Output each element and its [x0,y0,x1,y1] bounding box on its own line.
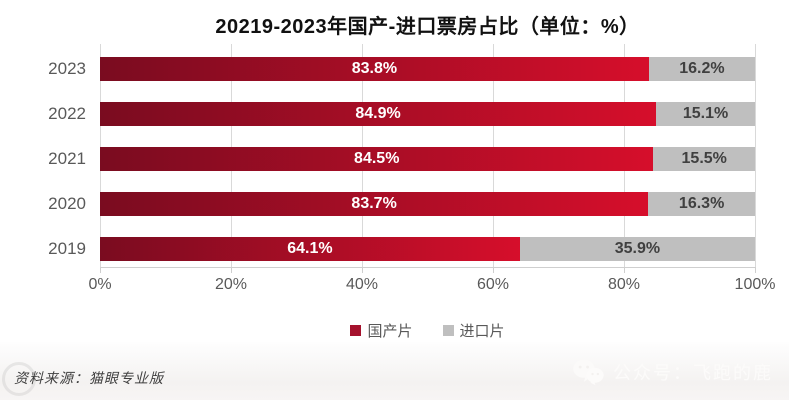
bar-row-2023: 2023 83.8% 16.2% [48,57,755,81]
legend: 国产片 进口片 [100,320,755,341]
bar-segment-import-2020: 16.3% [648,192,755,216]
x-tick-label-20: 20% [214,276,248,293]
bar-segment-import-2019: 35.9% [519,237,755,261]
value-label-domestic-2023: 83.8% [351,60,398,77]
bar-segment-domestic-2019: 64.1% [100,237,520,261]
bar-row-2020: 2020 83.7% 16.3% [48,192,755,216]
legend-item-国产片: 国产片 [350,320,413,341]
legend-swatch [350,325,362,336]
value-label-import-2023: 16.2% [679,60,725,77]
value-label-domestic-2019: 64.1% [287,240,333,257]
value-label-domestic-2021: 84.5% [354,150,400,167]
legend-label: 进口片 [459,323,505,340]
x-axis: 0% 20% 40% 60% 80% 100% [88,276,775,298]
bar-segment-import-2023: 16.2% [648,57,755,81]
footer-strip: 资料来源：猫眼专业版 公众号： [0,342,789,400]
bar-segment-domestic-2021: 84.5% [100,147,654,171]
value-label-domestic-2022: 84.9% [355,105,401,122]
watermark-text: 公众号：飞跑的鹿 [613,363,773,383]
bar-row-2019: 2019 64.1% 35.9% [48,237,755,261]
source-note: 资料来源：猫眼专业版 [14,372,164,387]
tick-mark-40 [362,267,363,273]
tick-mark-20 [231,267,232,273]
x-tick-label-100: 100% [734,276,776,293]
wechat-icon [573,359,604,386]
y-axis-label-2020: 2020 [48,194,86,213]
x-tick-label-60: 60% [476,276,510,293]
corner-logo-watermark [2,362,36,396]
legend-label: 国产片 [367,323,413,340]
bar-segment-domestic-2020: 83.7% [100,192,649,216]
value-label-domestic-2020: 83.7% [351,195,397,212]
bar-row-2021: 2021 84.5% 15.5% [48,147,755,171]
x-tick-label-0: 0% [88,276,112,293]
bar-segment-import-2022: 15.1% [656,102,755,126]
legend-swatch [442,325,454,336]
x-tick-label-40: 40% [345,276,379,293]
value-label-import-2021: 15.5% [681,150,727,167]
tick-mark-80 [624,267,625,273]
bar-segment-import-2021: 15.5% [653,147,755,171]
tick-mark-60 [493,267,494,273]
x-tick-label-80: 80% [607,276,641,293]
legend-item-进口片: 进口片 [442,320,505,341]
chart-title: 20219-2023年国产-进口票房占比（单位：%） [215,16,640,38]
tick-mark-100 [755,267,756,273]
value-label-import-2019: 35.9% [614,240,661,257]
bar-segment-domestic-2022: 84.9% [100,102,657,126]
y-axis-label-2021: 2021 [48,149,86,168]
value-label-import-2020: 16.3% [678,195,725,212]
value-label-import-2022: 15.1% [682,105,729,122]
y-axis-label-2023: 2023 [48,59,86,78]
gridline-100 [755,44,756,267]
y-axis-label-2019: 2019 [48,239,86,258]
bar-segment-domestic-2023: 83.8% [100,57,649,81]
tick-mark-0 [100,267,101,273]
wechat-watermark: 公众号：飞跑的鹿 [571,358,773,386]
y-axis-label-2022: 2022 [48,104,86,123]
bar-row-2022: 2022 84.9% 15.1% [48,102,755,126]
plot-area: 2023 83.8% 16.2% 2022 84.9% 15.1% 2021 84.5% 15.… [48,44,756,273]
